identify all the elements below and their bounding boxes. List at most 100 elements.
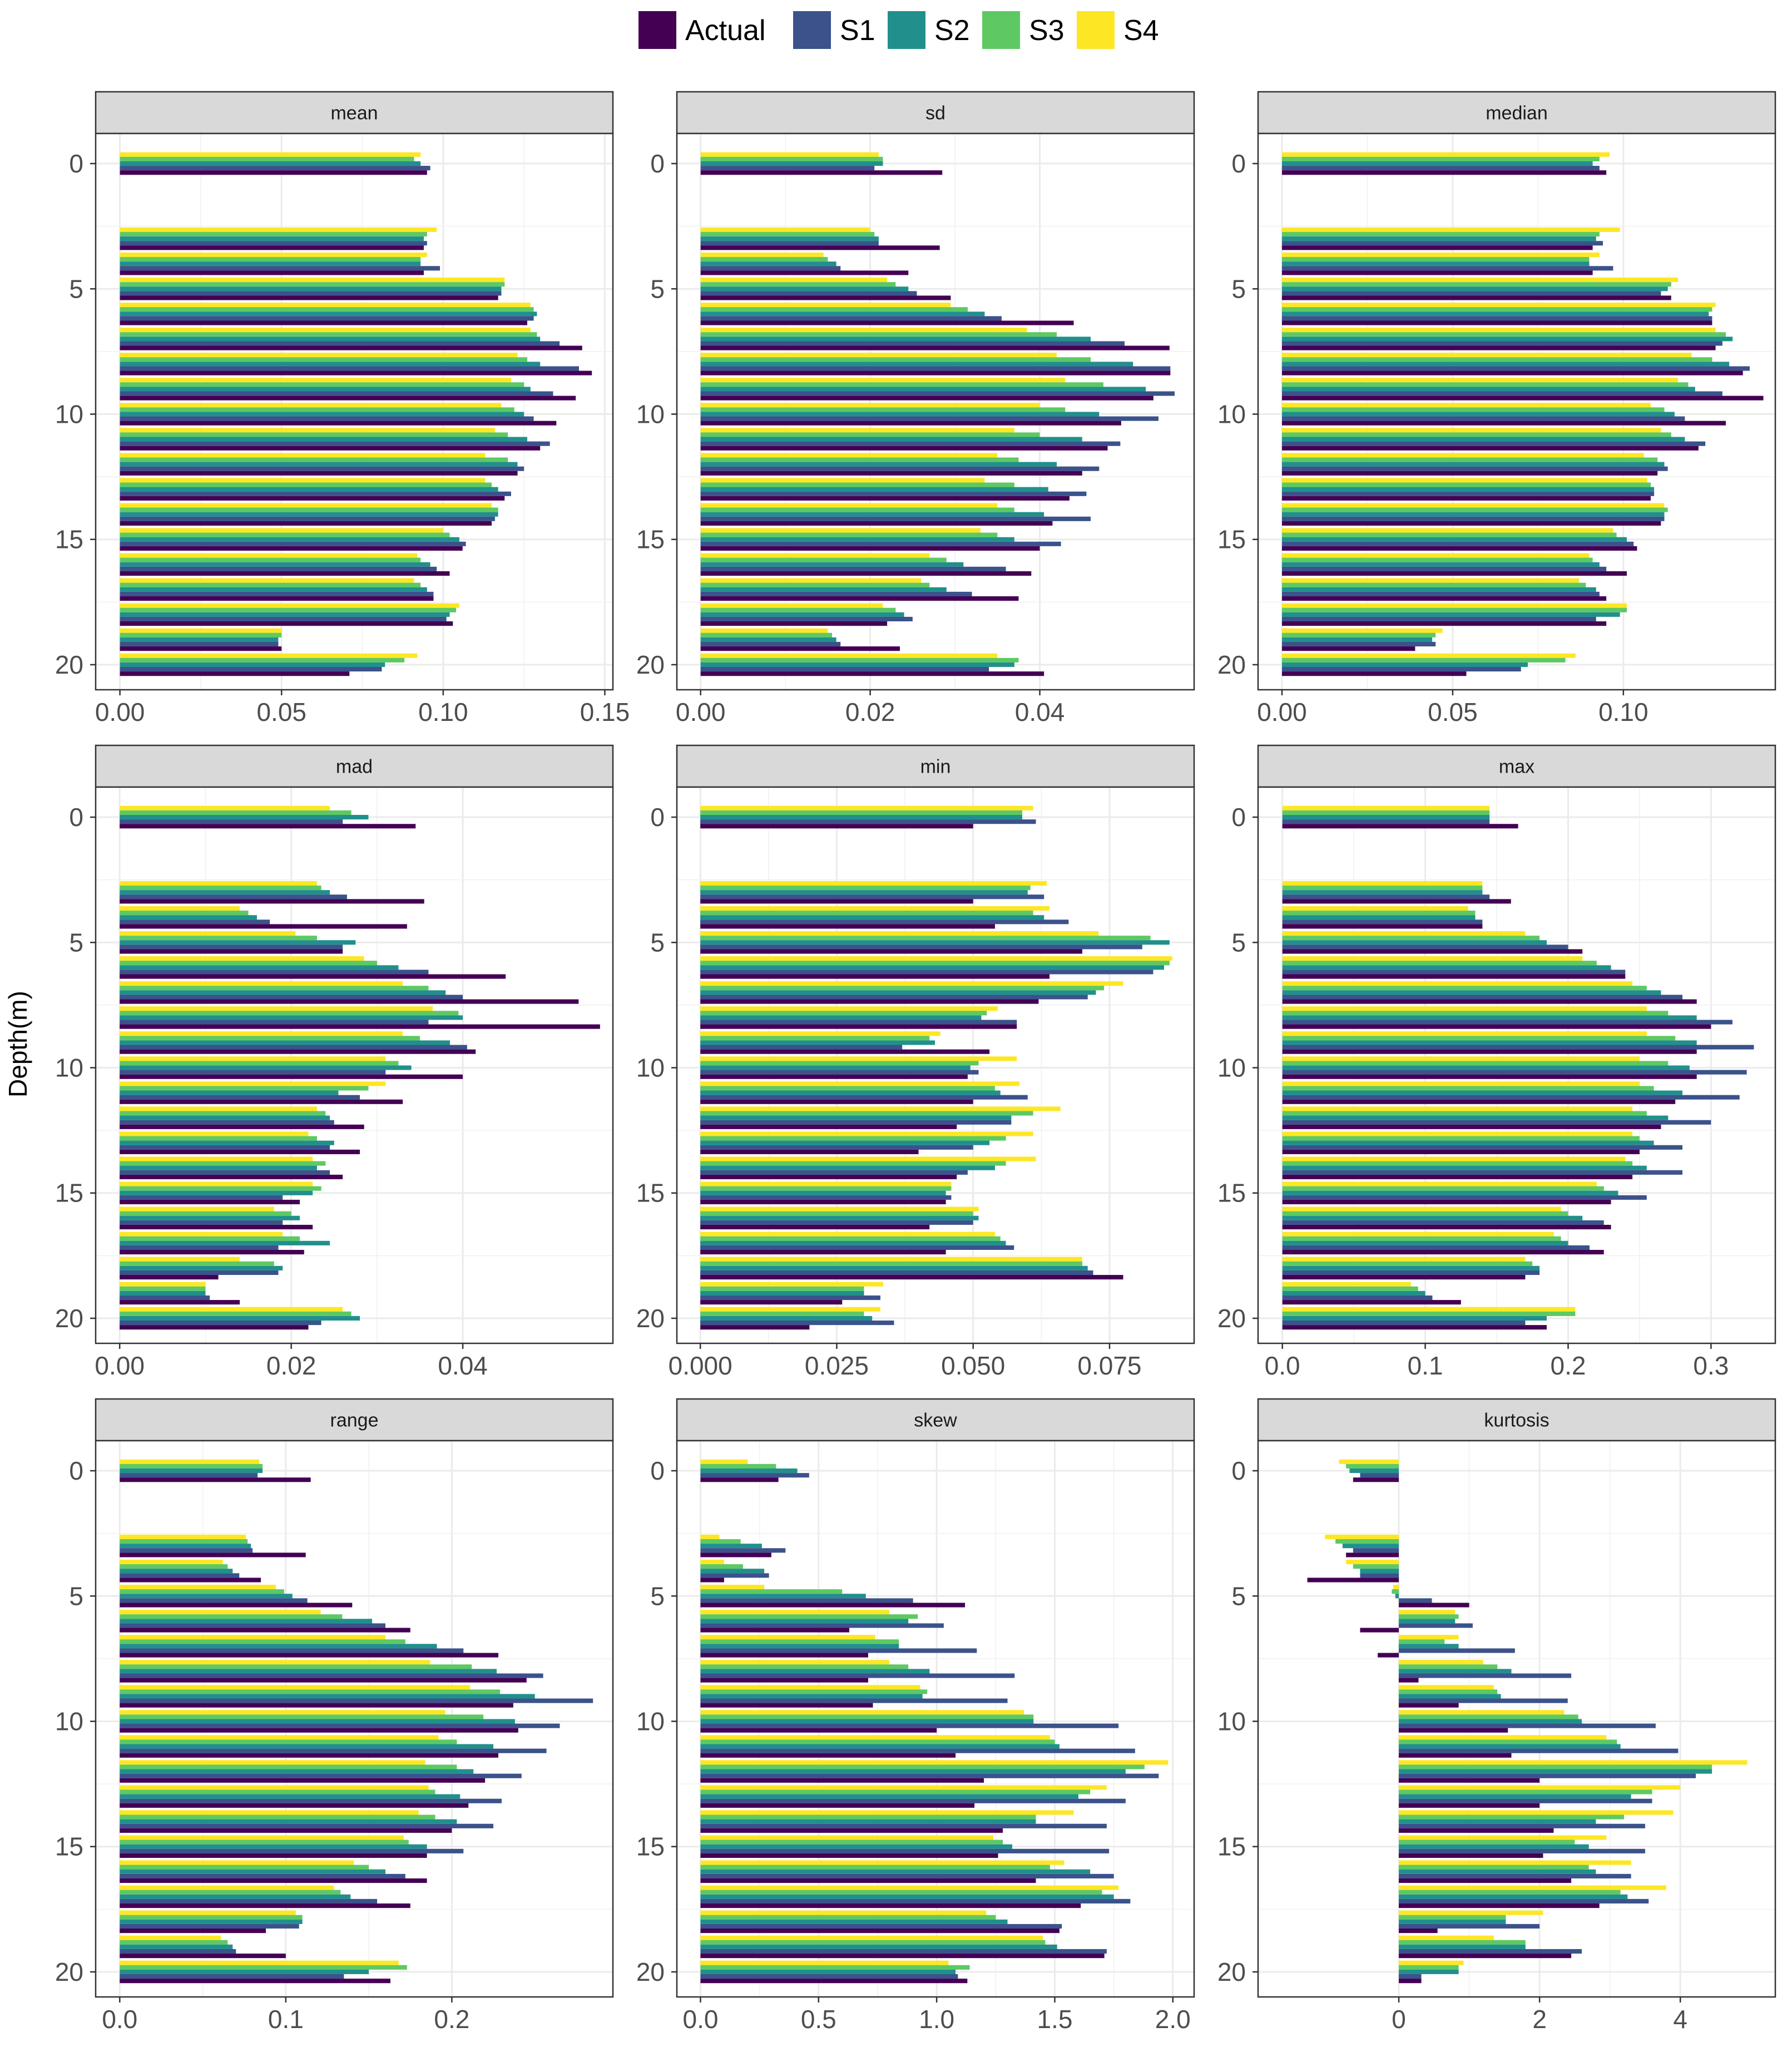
bar bbox=[120, 1848, 464, 1853]
bar bbox=[1346, 1552, 1399, 1558]
bar bbox=[120, 295, 498, 300]
bar bbox=[1281, 628, 1443, 633]
bar bbox=[700, 1275, 1123, 1280]
bar bbox=[120, 986, 429, 991]
bar bbox=[1281, 378, 1679, 383]
bar bbox=[120, 587, 427, 592]
bar bbox=[120, 541, 466, 546]
bar bbox=[1378, 1653, 1399, 1658]
bar bbox=[700, 1878, 1036, 1883]
bar bbox=[700, 1270, 1093, 1275]
bar bbox=[1399, 1785, 1681, 1790]
bar bbox=[700, 1635, 875, 1640]
x-tick-label: 0.0 bbox=[682, 2005, 718, 2034]
bar bbox=[700, 881, 1047, 886]
bar bbox=[1282, 915, 1476, 920]
bar bbox=[120, 1316, 360, 1321]
bar bbox=[700, 541, 1061, 546]
bar bbox=[120, 906, 240, 911]
bar bbox=[1282, 1240, 1568, 1245]
bar bbox=[700, 357, 1091, 362]
bar bbox=[120, 1635, 385, 1640]
bar bbox=[120, 1819, 457, 1824]
bar bbox=[1399, 1685, 1494, 1690]
bar bbox=[120, 1190, 313, 1195]
legend-label: S4 bbox=[1123, 14, 1159, 47]
bar bbox=[700, 805, 1033, 810]
bar bbox=[1282, 1056, 1640, 1061]
legend-item: S3 bbox=[982, 11, 1065, 49]
bar bbox=[1281, 412, 1675, 417]
bar bbox=[700, 345, 1170, 350]
bar bbox=[1282, 894, 1490, 899]
x-tick-label: 0 bbox=[1392, 2005, 1406, 2034]
bar bbox=[120, 366, 579, 371]
bar bbox=[120, 353, 518, 358]
bar bbox=[700, 1773, 1159, 1778]
bar bbox=[700, 320, 1074, 325]
bar bbox=[120, 1040, 450, 1045]
bar bbox=[120, 1949, 236, 1954]
y-tick-label: 15 bbox=[1217, 1832, 1246, 1861]
facet-title: range bbox=[330, 1410, 379, 1431]
bar bbox=[700, 1873, 1114, 1878]
bar bbox=[1281, 462, 1665, 467]
bar bbox=[1281, 582, 1586, 587]
bar bbox=[1281, 316, 1712, 321]
bar bbox=[120, 516, 495, 521]
bar bbox=[1399, 1823, 1645, 1828]
bar bbox=[1281, 291, 1661, 296]
bar bbox=[120, 1653, 498, 1658]
bar bbox=[1282, 981, 1633, 986]
legend-swatch bbox=[638, 11, 676, 49]
bar bbox=[1282, 1086, 1654, 1091]
bar bbox=[120, 1789, 435, 1794]
bar bbox=[120, 1240, 330, 1245]
bar bbox=[700, 1131, 1033, 1136]
bar bbox=[1399, 1603, 1469, 1608]
bar bbox=[120, 1049, 476, 1054]
bar bbox=[120, 1744, 494, 1749]
bar bbox=[120, 1024, 600, 1029]
bar bbox=[120, 1534, 246, 1540]
y-tick-label: 5 bbox=[650, 928, 665, 957]
bar bbox=[700, 407, 1066, 412]
bar bbox=[120, 1685, 471, 1690]
bar bbox=[1282, 1282, 1411, 1287]
bar bbox=[1282, 986, 1647, 991]
bar bbox=[700, 1944, 1057, 1949]
bar bbox=[1393, 1585, 1399, 1590]
bar bbox=[1281, 156, 1600, 161]
bar bbox=[120, 245, 424, 250]
bar bbox=[1282, 1099, 1676, 1104]
bar bbox=[1282, 819, 1490, 824]
bar bbox=[120, 596, 434, 601]
bar bbox=[1282, 1211, 1568, 1216]
bar bbox=[120, 421, 557, 426]
bar bbox=[120, 1644, 437, 1649]
bar bbox=[700, 1099, 973, 1104]
bar bbox=[700, 457, 1019, 462]
bar bbox=[120, 1865, 369, 1870]
bar bbox=[1282, 1161, 1633, 1166]
bar bbox=[700, 1548, 786, 1553]
bar bbox=[120, 391, 553, 396]
facet-strip bbox=[676, 744, 1195, 788]
bar bbox=[120, 370, 592, 375]
bar bbox=[120, 1890, 341, 1895]
y-tick-label: 0 bbox=[69, 803, 83, 832]
bar bbox=[1281, 282, 1671, 287]
bar bbox=[120, 507, 498, 512]
bar bbox=[700, 1215, 979, 1220]
bar bbox=[1399, 1735, 1607, 1740]
x-tick-label: 1.0 bbox=[919, 2005, 954, 2034]
bar bbox=[700, 1544, 762, 1549]
bar bbox=[120, 936, 317, 941]
x-tick-label: 0.2 bbox=[434, 2005, 469, 2034]
bar bbox=[1281, 441, 1706, 446]
bar bbox=[120, 1878, 427, 1883]
x-tick-label: 2.0 bbox=[1155, 2005, 1191, 2034]
legend-swatch bbox=[982, 11, 1020, 49]
x-tick-label: 0.10 bbox=[418, 698, 468, 726]
bar bbox=[1282, 1015, 1697, 1020]
